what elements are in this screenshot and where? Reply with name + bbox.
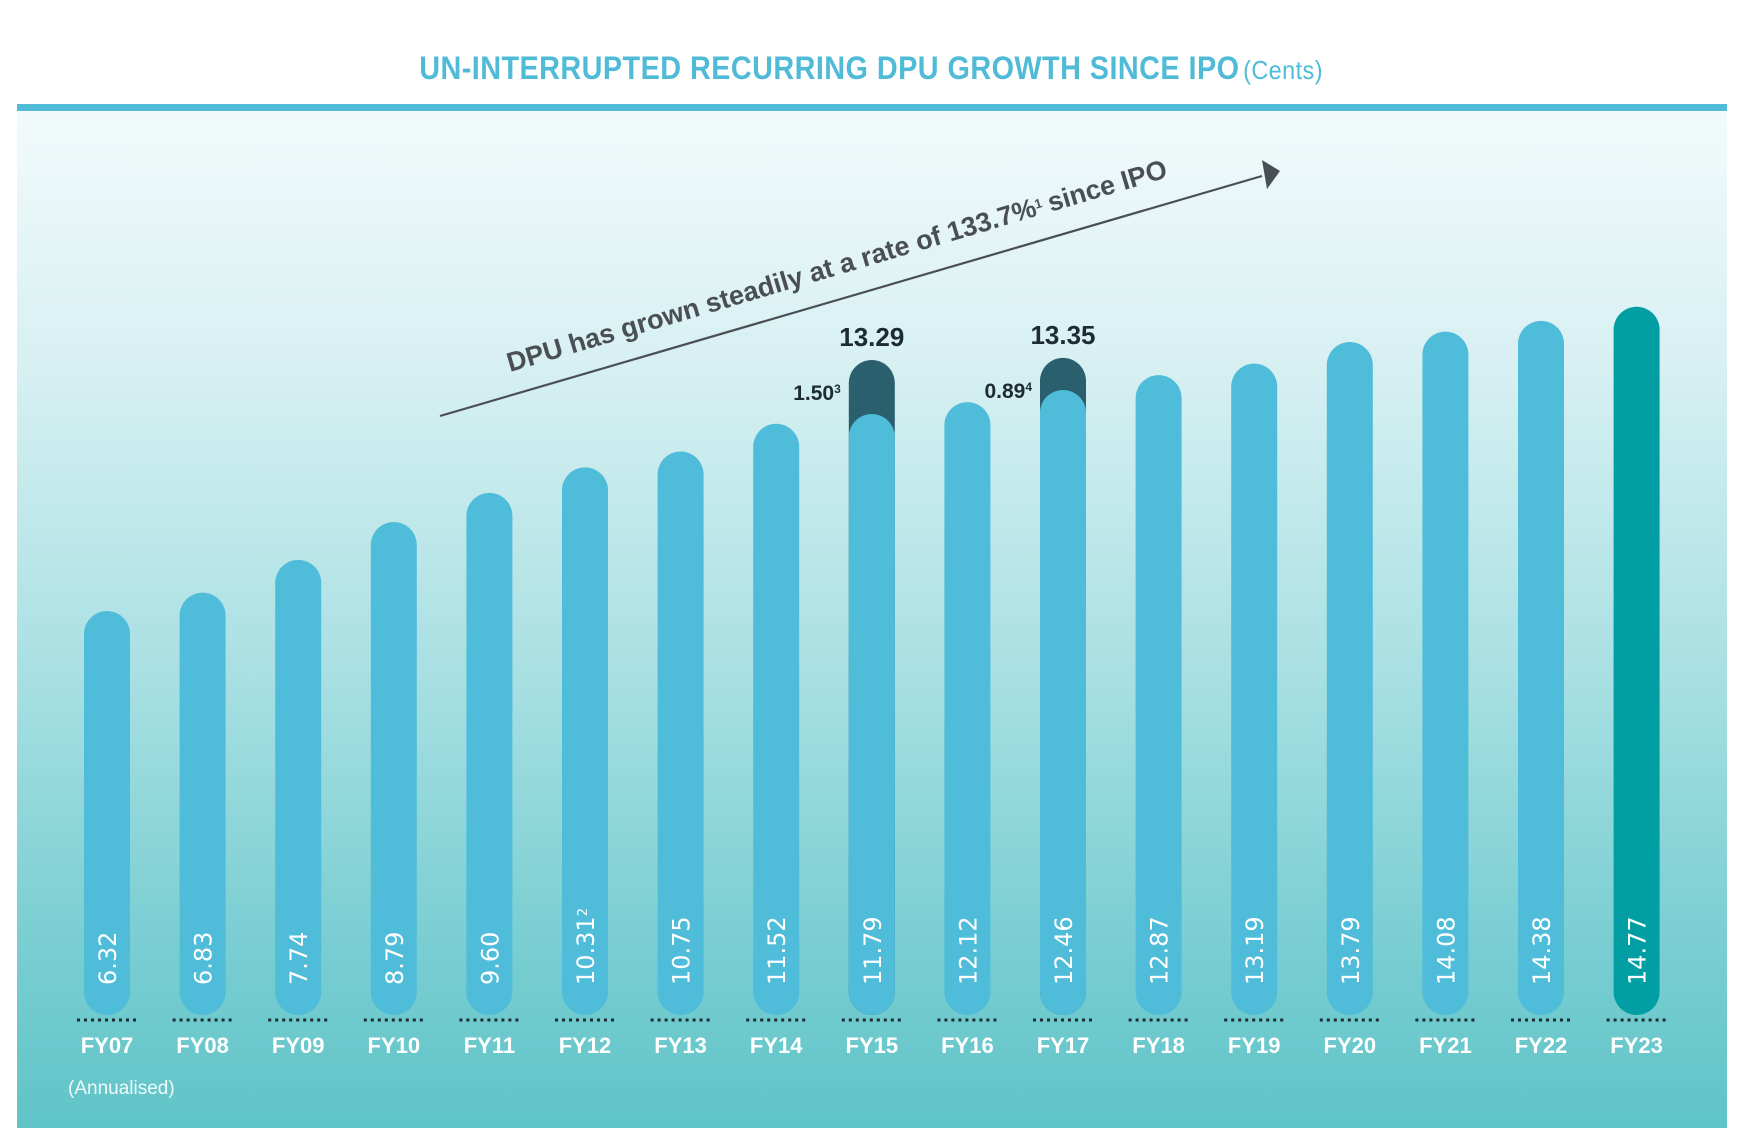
bar-fy22 (1518, 320, 1564, 1015)
x-tick-label: FY19 (1228, 1033, 1281, 1058)
bar-fy15 (848, 414, 895, 1015)
annotation-main: DPU has grown steadily at a rate of 133.… (503, 193, 1040, 378)
x-tick-label: FY16 (941, 1033, 994, 1058)
bar-value-label: 13.79 (1337, 916, 1365, 985)
x-tick-label: FY11 (464, 1033, 515, 1058)
bar-fy08 (179, 592, 226, 1015)
bar-value-label: 13.19 (1241, 916, 1269, 985)
bar-value-label: 9.60 (476, 932, 504, 985)
x-tick-label: FY14 (750, 1033, 803, 1058)
bar-fy20 (1326, 342, 1373, 1015)
x-tick-label: FY09 (272, 1033, 325, 1058)
bar-fy21 (1422, 331, 1469, 1015)
bar-fy10 (370, 522, 417, 1015)
bars-group: 6.32 FY07 6.83 FY08 7.74 FY09 8.79 FY10 9.60 FY11… (77, 306, 1667, 1058)
bar-fy18 (1135, 375, 1182, 1015)
bar-extra-label: 0.894 (984, 380, 1032, 403)
bar-fy09 (275, 559, 322, 1015)
bar-total-label: 13.35 (1030, 320, 1095, 350)
bar-value-label: 14.77 (1624, 916, 1652, 985)
x-tick-label: FY18 (1132, 1033, 1185, 1058)
bar-fy19 (1231, 363, 1278, 1015)
x-tick-label: FY23 (1610, 1033, 1663, 1058)
bar-fy11 (466, 492, 513, 1015)
x-tick-label: FY15 (846, 1033, 899, 1058)
x-tick-label: FY07 (81, 1033, 134, 1058)
bar-value-label: 10.312 (572, 908, 600, 985)
title-unit: (Cents) (1243, 55, 1324, 85)
annotation-footnote: 1 (1032, 195, 1043, 211)
x-tick-label: FY10 (368, 1033, 421, 1058)
bar-value-label: 12.12 (954, 916, 982, 985)
x-tick-label: FY20 (1324, 1033, 1377, 1058)
bar-value-label: 6.32 (94, 932, 122, 985)
bar-total-label: 13.29 (839, 322, 904, 352)
growth-arrow-head-icon (1262, 160, 1280, 189)
title-main: UN-INTERRUPTED RECURRING DPU GROWTH SINC… (419, 50, 1240, 86)
annualised-note: (Annualised) (68, 1078, 175, 1099)
bar-fy23 (1613, 306, 1660, 1015)
bar-value-label: 12.87 (1146, 916, 1174, 985)
bar-fy07 (84, 610, 130, 1015)
bar-value-label: 14.08 (1432, 916, 1460, 985)
bar-fy13 (657, 451, 704, 1016)
bar-value-label: 14.38 (1528, 916, 1556, 985)
chart-title: UN-INTERRUPTED RECURRING DPU GROWTH SINC… (0, 50, 1743, 87)
chart-title-text: UN-INTERRUPTED RECURRING DPU GROWTH SINC… (420, 50, 1324, 87)
bar-value-label: 10.75 (668, 916, 696, 985)
x-tick-label: FY21 (1419, 1033, 1472, 1058)
x-tick-label: FY13 (654, 1033, 707, 1058)
x-tick-label: FY17 (1037, 1033, 1090, 1058)
bar-value-label: 8.79 (381, 932, 409, 985)
growth-arrow-line (439, 174, 1263, 418)
bar-extra-label: 1.503 (793, 382, 841, 405)
x-tick-label: FY12 (559, 1033, 612, 1058)
bar-fy17 (1040, 389, 1086, 1015)
bar-fy14 (753, 423, 800, 1015)
bar-fy16 (944, 402, 991, 1015)
x-tick-label: FY08 (176, 1033, 229, 1058)
bar-value-label: 11.79 (859, 916, 887, 985)
x-tick-label: FY22 (1515, 1033, 1568, 1058)
bar-value-label: 12.46 (1050, 916, 1078, 985)
bar-value-label: 7.74 (285, 932, 313, 985)
bar-value-label: 11.52 (763, 916, 791, 985)
title-rule (17, 104, 1727, 111)
bar-value-label: 6.83 (190, 932, 218, 985)
bar-fy12 (562, 467, 608, 1016)
